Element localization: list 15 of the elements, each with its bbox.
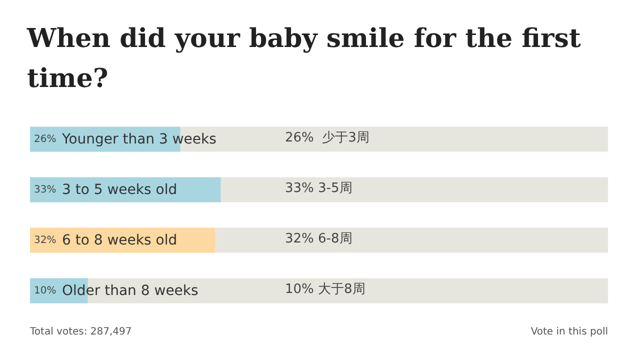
y-tick-label: Older than 8 weeks [62,282,198,299]
data-label: 26% [34,134,56,145]
chart-title: When did your baby smile for the first time? [26,24,590,94]
annotation: 33% 3-5周 [285,180,352,196]
text: Vote in this poll [530,326,608,338]
y-tick-label: 3 to 5 weeks old [62,182,178,198]
annotation: 32% 6-8周 [285,231,352,246]
annotation: 26% 少于3周 [285,130,370,146]
data-label: 32% [34,234,56,246]
data-label: 10% [34,285,56,296]
data-label: 33% [34,184,56,196]
text: Total votes: 287,497 [29,326,132,338]
y-tick-label: 6 to 8 weeks old [62,232,178,248]
y-tick-label: Younger than 3 weeks [61,131,216,148]
annotation: 10% 大于8周 [285,282,366,297]
